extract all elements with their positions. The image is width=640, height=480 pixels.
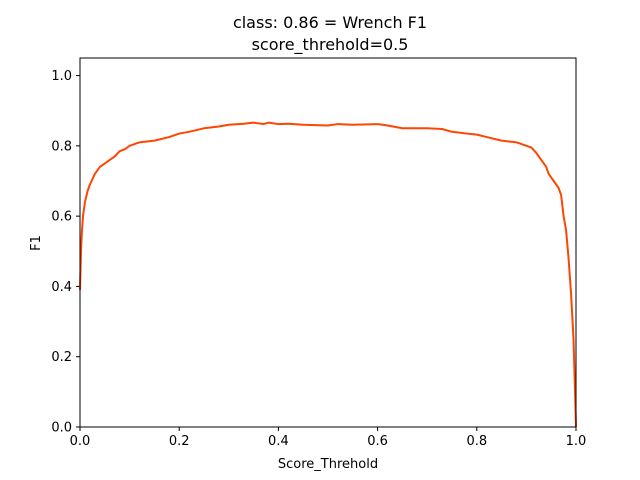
f1-series-line <box>79 121 577 428</box>
chart-title: class: 0.86 = Wrench F1 <box>233 13 427 32</box>
x-axis-label: Score_Threhold <box>278 457 378 472</box>
chart-subtitle: score_threhold=0.5 <box>252 35 409 55</box>
plot-area <box>80 58 576 427</box>
x-tick-label: 0.4 <box>268 434 289 449</box>
y-tick-label: 0.8 <box>51 139 72 154</box>
y-tick-label: 0.2 <box>51 350 72 365</box>
x-tick-label: 0.6 <box>367 434 388 449</box>
y-tick-label: 1.0 <box>51 69 72 84</box>
x-tick-label: 1.0 <box>566 434 587 449</box>
y-axis-label: F1 <box>29 235 44 251</box>
y-tick-label: 0.6 <box>51 210 72 225</box>
x-tick-label: 0.8 <box>466 434 487 449</box>
plot-frame <box>79 57 577 428</box>
y-axis-ticks: 0.0 0.2 0.4 0.6 0.8 1.0 <box>51 69 80 436</box>
x-tick-label: 0.2 <box>169 434 190 449</box>
x-tick-label: 0.0 <box>70 434 91 449</box>
y-tick-label: 0.0 <box>51 421 72 436</box>
x-axis-ticks: 0.0 0.2 0.4 0.6 0.8 1.0 <box>70 427 587 449</box>
y-tick-label: 0.4 <box>51 280 72 295</box>
